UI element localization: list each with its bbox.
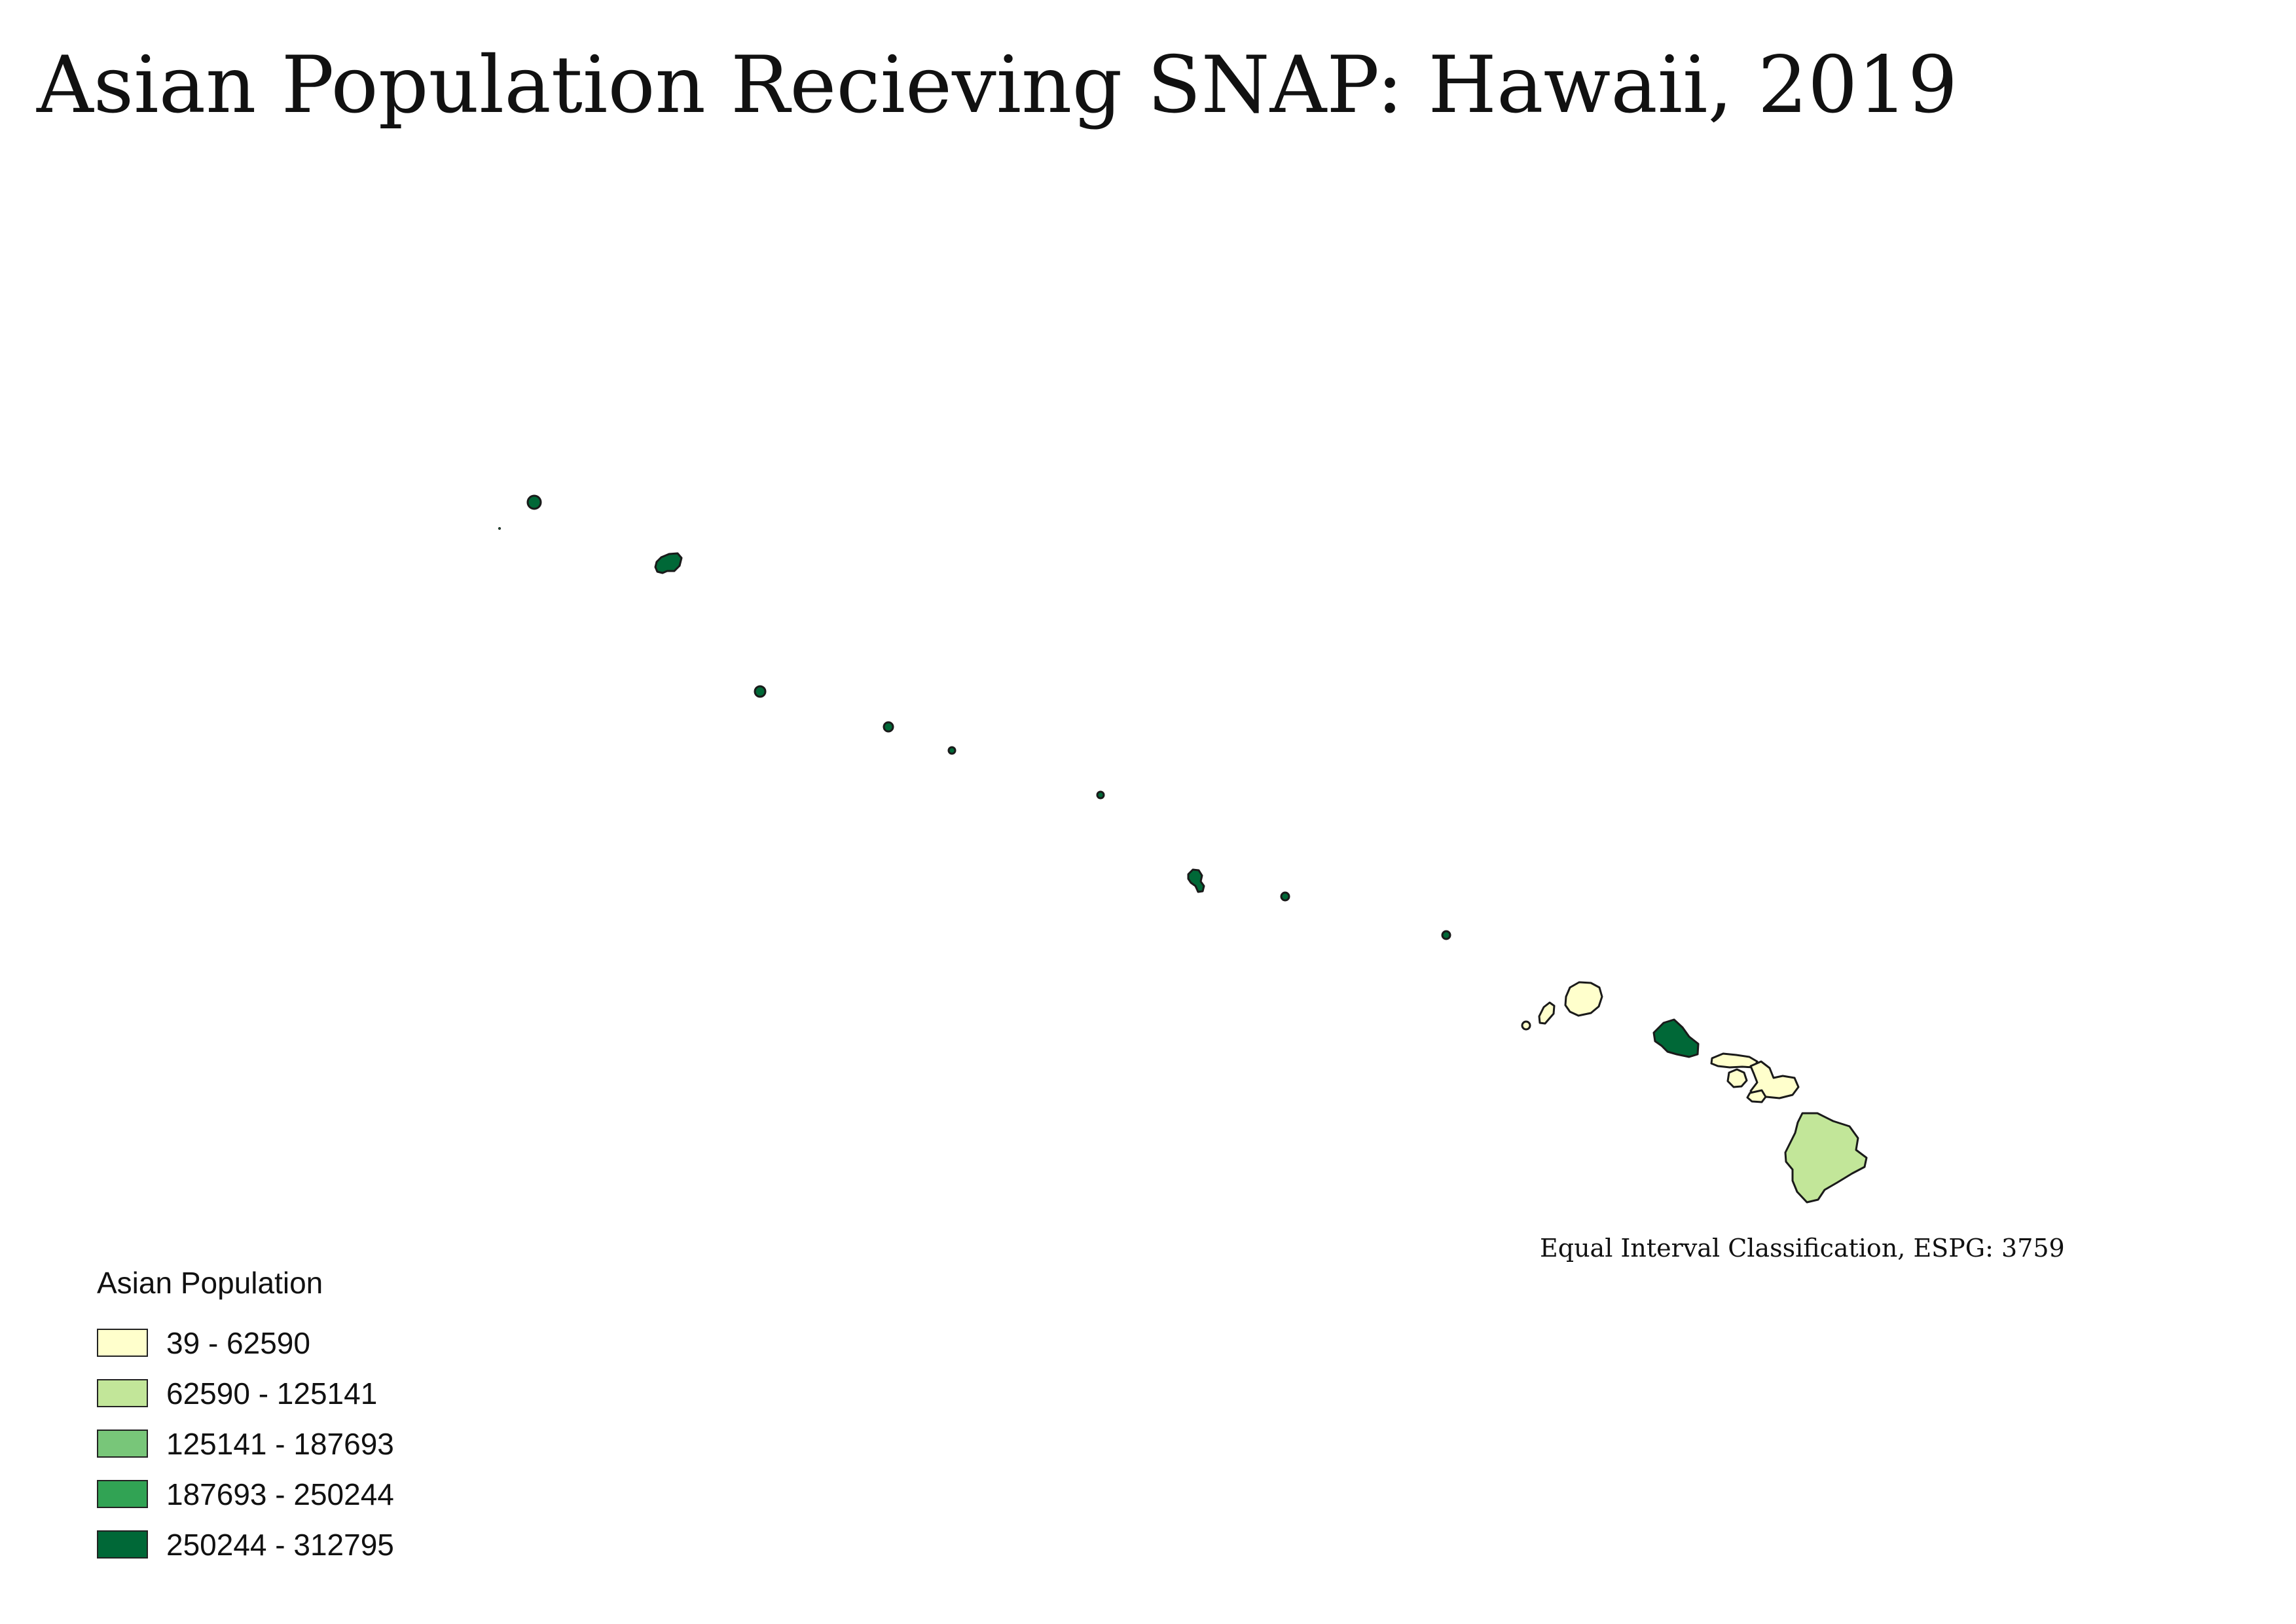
- classification-note: Equal Interval Classification, ESPG: 375…: [1540, 1234, 2065, 1263]
- northwestern-island: [654, 552, 683, 574]
- niihau: [1538, 1001, 1556, 1025]
- legend-swatch: [97, 1329, 148, 1357]
- legend-item: 187693 - 250244: [97, 1469, 394, 1519]
- kahoolawe: [1746, 1089, 1767, 1103]
- maui: [1749, 1060, 1800, 1099]
- legend-label: 125141 - 187693: [166, 1426, 394, 1461]
- legend-item: 39 - 62590: [97, 1318, 394, 1368]
- legend-item: 250244 - 312795: [97, 1519, 394, 1570]
- northwestern-islands: [498, 494, 1451, 940]
- map-title: Asian Population Recieving SNAP: Hawaii,…: [37, 40, 1958, 131]
- legend: Asian Population 39 - 62590 62590 - 1251…: [97, 1265, 394, 1570]
- northwestern-island: [1441, 930, 1451, 940]
- northwestern-island: [1280, 891, 1290, 902]
- lanai: [1726, 1068, 1748, 1088]
- legend-items: 39 - 62590 62590 - 125141 125141 - 18769…: [97, 1318, 394, 1570]
- legend-label: 39 - 62590: [166, 1325, 310, 1360]
- northwestern-island: [883, 721, 894, 733]
- northwestern-island: [754, 685, 767, 698]
- legend-swatch: [97, 1430, 148, 1458]
- kaula: [1521, 1020, 1531, 1031]
- northwestern-islet: [498, 527, 501, 530]
- kauai: [1564, 981, 1603, 1017]
- legend-swatch: [97, 1379, 148, 1407]
- northwestern-island: [526, 494, 542, 510]
- maui-county: [1710, 1052, 1800, 1103]
- hawaii-island: [1784, 1112, 1868, 1204]
- legend-label: 187693 - 250244: [166, 1477, 394, 1511]
- legend-item: 62590 - 125141: [97, 1368, 394, 1418]
- legend-label: 62590 - 125141: [166, 1376, 378, 1411]
- northwestern-island: [947, 746, 957, 755]
- northwestern-island: [1187, 868, 1205, 893]
- legend-title: Asian Population: [97, 1266, 323, 1300]
- legend-swatch: [97, 1480, 148, 1508]
- legend-label: 250244 - 312795: [166, 1527, 394, 1562]
- legend-item: 125141 - 187693: [97, 1418, 394, 1469]
- oahu: [1652, 1018, 1700, 1058]
- northwestern-island: [1096, 790, 1105, 800]
- legend-swatch: [97, 1530, 148, 1559]
